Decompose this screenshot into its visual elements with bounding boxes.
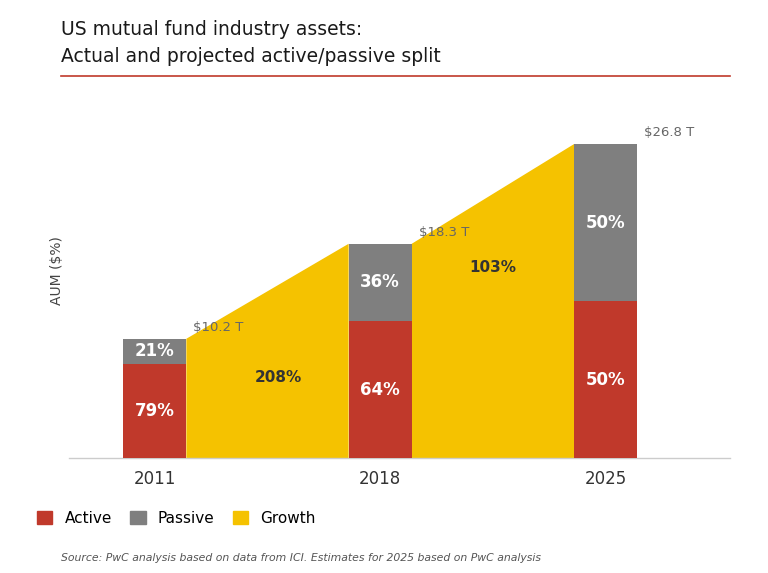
Legend: Active, Passive, Growth: Active, Passive, Growth <box>37 511 316 526</box>
Text: 50%: 50% <box>586 371 625 389</box>
Text: Actual and projected active/passive split: Actual and projected active/passive spli… <box>61 47 441 66</box>
Text: 79%: 79% <box>135 402 174 420</box>
Y-axis label: AUM ($%): AUM ($%) <box>50 236 64 305</box>
Text: 64%: 64% <box>360 380 400 399</box>
Bar <box>349 321 412 458</box>
Bar <box>574 144 637 301</box>
Text: 21%: 21% <box>135 342 174 360</box>
Text: 36%: 36% <box>360 273 400 292</box>
Text: US mutual fund industry assets:: US mutual fund industry assets: <box>61 20 362 39</box>
Bar <box>574 301 637 458</box>
Text: 103%: 103% <box>469 261 516 276</box>
Bar <box>349 244 412 321</box>
Text: $18.3 T: $18.3 T <box>419 226 469 239</box>
Text: Source: PwC analysis based on data from ICI. Estimates for 2025 based on PwC ana: Source: PwC analysis based on data from … <box>61 553 541 563</box>
Text: 50%: 50% <box>586 214 625 231</box>
Text: $10.2 T: $10.2 T <box>193 321 243 334</box>
Bar <box>123 364 187 458</box>
Text: 208%: 208% <box>255 370 303 384</box>
Bar <box>123 339 187 364</box>
Text: $26.8 T: $26.8 T <box>644 127 694 139</box>
Polygon shape <box>412 144 574 458</box>
Polygon shape <box>187 244 349 458</box>
